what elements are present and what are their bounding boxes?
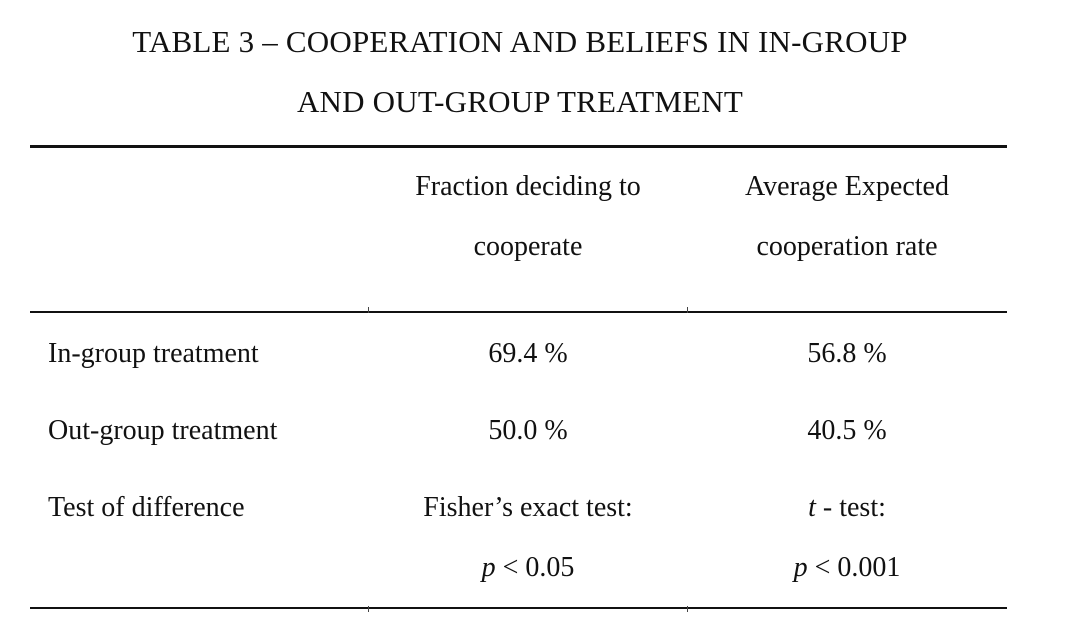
expected-rate-cell: 56.8 % [807, 338, 887, 369]
fraction-cell: 50.0 % [488, 415, 568, 446]
p-threshold: < 0.05 [495, 552, 575, 583]
t-test-label: t - test: [687, 491, 1007, 525]
t-test-text: - test: [815, 492, 886, 523]
fisher-p-value: p < 0.05 [368, 551, 688, 585]
expected-rate-cell: 40.5 % [807, 415, 887, 446]
t-symbol: t [808, 492, 816, 523]
p-symbol: p [481, 552, 496, 583]
bottom-rule [30, 607, 1007, 609]
table-title-line-1: TABLE 3 – COOPERATION AND BELIEFS IN IN-… [132, 24, 908, 59]
column-tick [368, 606, 369, 612]
table-title-line-2: AND OUT-GROUP TREATMENT [296, 84, 744, 119]
header-rule [30, 311, 1007, 313]
header-fraction-line-2: cooperate [473, 231, 583, 262]
column-tick [687, 606, 688, 612]
top-rule [30, 145, 1007, 148]
column-tick [687, 307, 688, 313]
fisher-test-label: Fisher’s exact test: [423, 492, 633, 523]
row-label: In-group treatment [48, 338, 259, 369]
p-threshold: < 0.001 [807, 552, 901, 583]
p-symbol: p [793, 552, 808, 583]
header-fraction-line-1: Fraction deciding to [415, 171, 641, 202]
header-expected-line-1: Average Expected [745, 171, 949, 202]
column-tick [368, 307, 369, 313]
header-expected-line-2: cooperation rate [756, 231, 938, 262]
t-test-p-value: p < 0.001 [687, 551, 1007, 585]
row-label: Out-group treatment [48, 415, 278, 446]
row-label: Test of difference [48, 492, 245, 523]
fraction-cell: 69.4 % [488, 338, 568, 369]
